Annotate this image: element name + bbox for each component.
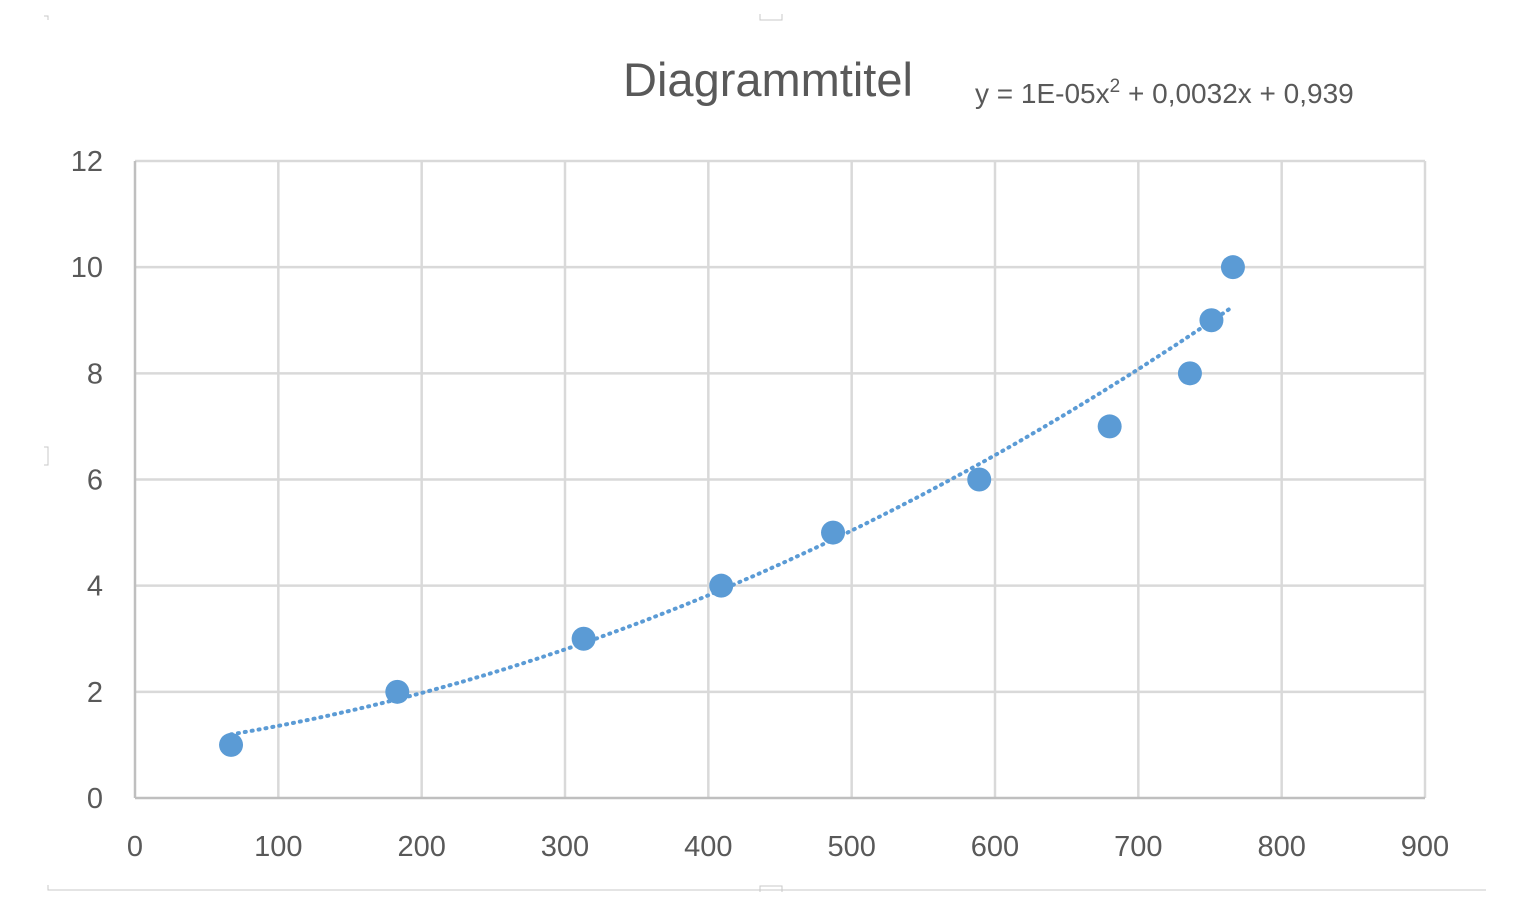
- y-tick-label: 4: [87, 571, 103, 603]
- data-point: [821, 520, 846, 545]
- y-tick-label: 0: [87, 783, 103, 815]
- x-tick-label: 800: [1257, 831, 1305, 863]
- data-point: [1177, 361, 1202, 386]
- data-point: [967, 467, 992, 492]
- data-point: [1097, 414, 1122, 439]
- y-tick-label: 10: [71, 252, 103, 284]
- trendline-equation-suffix: + 0,0032x + 0,939: [1120, 78, 1354, 109]
- y-tick-label: 2: [87, 677, 103, 709]
- data-point: [1199, 308, 1224, 333]
- x-tick-label: 700: [1114, 831, 1162, 863]
- x-tick-label: 900: [1401, 831, 1449, 863]
- x-tick-label: 100: [254, 831, 302, 863]
- data-point: [571, 626, 596, 651]
- data-point: [709, 573, 734, 598]
- grid: [135, 159, 1427, 798]
- x-tick-label: 200: [397, 831, 445, 863]
- trendline-equation: y = 1E-05x2 + 0,0032x + 0,939: [975, 76, 1354, 109]
- trendline-curve: [229, 304, 1235, 737]
- y-tick-label: 6: [87, 465, 103, 497]
- x-tick-label: 600: [971, 831, 1019, 863]
- trendline-equation-exponent: 2: [1110, 76, 1121, 97]
- data-point: [385, 679, 410, 704]
- axes: [133, 161, 1425, 800]
- tick-labels: 0 100 200 300 400 500 600 700 800 900 0 2 4 6 8 10 12: [71, 146, 1449, 863]
- trendline: [229, 304, 1235, 737]
- x-tick-label: 500: [827, 831, 875, 863]
- data-points: [219, 255, 1245, 757]
- trendline-equation-prefix: y = 1E-05x: [975, 78, 1110, 109]
- x-tick-label: 0: [127, 831, 143, 863]
- data-point: [219, 732, 244, 757]
- x-tick-label: 400: [684, 831, 732, 863]
- y-tick-label: 12: [71, 146, 103, 178]
- chart-title: Diagrammtitel: [623, 53, 913, 106]
- selection-handles: [44, 14, 1486, 892]
- data-point: [1220, 255, 1245, 280]
- x-tick-label: 300: [541, 831, 589, 863]
- y-tick-label: 8: [87, 358, 103, 390]
